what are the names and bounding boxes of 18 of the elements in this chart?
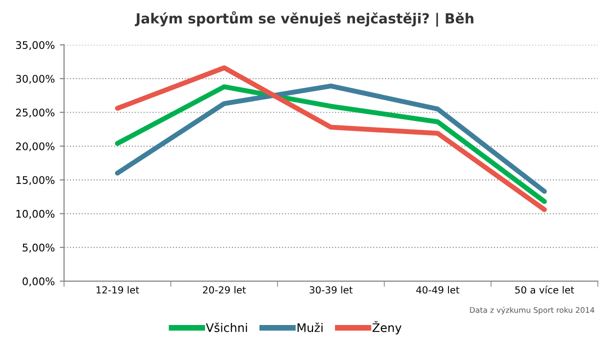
legend-label: Ženy — [372, 320, 402, 334]
x-tick-label: 40-49 let — [416, 286, 460, 294]
y-tick-label: 20,00% — [16, 142, 54, 152]
line-series — [114, 65, 547, 212]
x-tick-label: 20-29 let — [202, 286, 246, 294]
legend-label: Všichni — [206, 322, 247, 332]
x-tick-label: 30-39 let — [310, 286, 353, 294]
chart-title: Jakým sportům se věnuješ nejčastěji? | Běh — [134, 11, 474, 27]
y-tick-label: 35,00% — [16, 41, 54, 50]
y-tick-label: 0,00% — [22, 277, 54, 286]
legend-label: Muži — [298, 322, 322, 332]
y-tick-label: 15,00% — [16, 176, 54, 186]
x-tick-label: 50 a více let — [515, 286, 574, 294]
y-tick-label: 25,00% — [16, 108, 54, 118]
y-tick-label: 5,00% — [22, 244, 54, 253]
x-tick-label: 12-19 let — [96, 286, 140, 294]
y-tick-label: 30,00% — [16, 74, 54, 84]
y-tick-label: 10,00% — [16, 210, 54, 219]
